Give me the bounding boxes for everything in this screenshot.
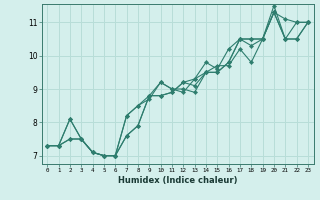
X-axis label: Humidex (Indice chaleur): Humidex (Indice chaleur) bbox=[118, 176, 237, 185]
